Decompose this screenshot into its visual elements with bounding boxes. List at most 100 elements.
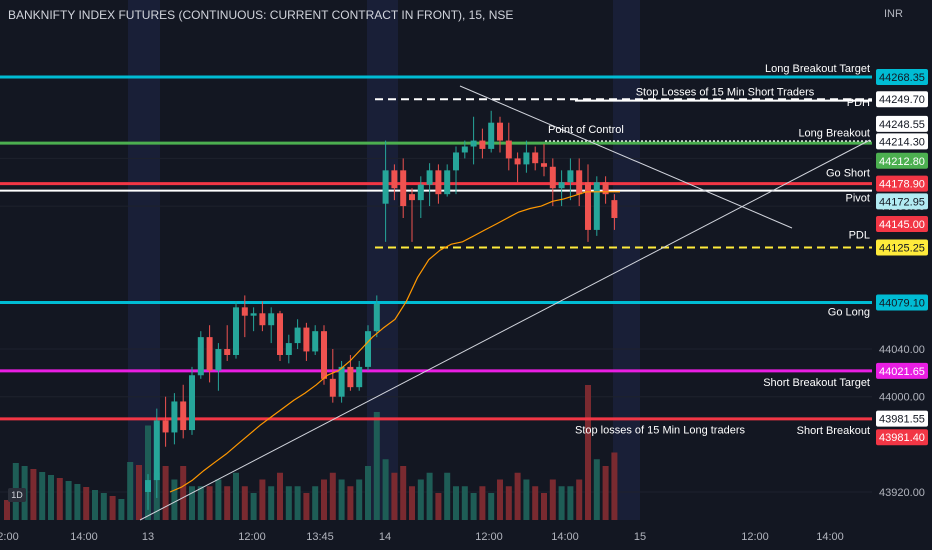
volume-bar	[329, 472, 336, 520]
volume-bar	[224, 486, 231, 520]
volume-bar	[488, 493, 495, 520]
volume-bar	[118, 499, 125, 520]
x-tick-label: 13	[142, 531, 154, 543]
x-tick-label: 12:00	[741, 531, 769, 543]
candle-body	[189, 375, 195, 431]
candle-body	[417, 184, 424, 201]
volume-bar	[171, 479, 178, 520]
x-tick-label: 14:00	[551, 531, 579, 543]
level-annotation: Point of Control	[548, 124, 624, 136]
level-annotation: Go Long	[828, 306, 870, 318]
candle-body	[461, 146, 468, 153]
interval-badge[interactable]: 1D	[8, 488, 26, 502]
candle-body	[453, 152, 459, 171]
volume-bar	[576, 479, 583, 520]
candle-body	[373, 303, 380, 332]
x-tick-label: 15	[634, 531, 646, 543]
volume-bar	[109, 496, 116, 520]
currency-label: INR	[884, 8, 903, 20]
candle-body	[171, 401, 178, 433]
candle-body	[285, 343, 292, 355]
candle-body	[400, 170, 407, 207]
candle-body	[541, 163, 547, 167]
candle-body	[488, 122, 495, 149]
volume-bar	[294, 486, 301, 520]
candle-body	[523, 152, 530, 165]
volume-bar	[585, 385, 591, 520]
price-label-box	[876, 362, 928, 379]
price-label: 44145.00	[879, 219, 925, 231]
level-annotation: PDL	[849, 229, 870, 241]
price-label-box	[876, 239, 928, 256]
candle-body	[162, 420, 169, 433]
chart-title: BANKNIFTY INDEX FUTURES (CONTINUOUS: CUR…	[8, 8, 514, 22]
volume-bar	[514, 472, 521, 520]
level-annotation: Go Short	[826, 168, 870, 180]
candle-body	[224, 349, 231, 355]
candle-body	[470, 140, 477, 147]
price-label-box	[876, 133, 928, 150]
price-label: 44248.55	[879, 119, 925, 131]
candle-body	[365, 331, 371, 367]
level-annotation: Long Breakout Target	[765, 63, 870, 75]
x-tick-label: 12:00	[475, 531, 503, 543]
volume-bar	[92, 490, 98, 520]
candle-body	[611, 200, 618, 218]
volume-bar	[268, 486, 275, 520]
moving-average-line	[169, 191, 620, 493]
volume-bar	[127, 462, 134, 520]
volume-bar	[426, 472, 433, 520]
volume-bar	[347, 486, 354, 520]
candle-body	[426, 170, 433, 185]
volume-bar	[373, 412, 380, 520]
volume-bar	[470, 493, 477, 520]
volume-bar	[56, 478, 63, 520]
volume-bar	[391, 472, 398, 520]
y-tick-label: 44000.00	[879, 392, 925, 404]
candle-body	[206, 337, 213, 371]
volume-bar	[189, 486, 195, 520]
volume-bar	[83, 487, 90, 520]
candle-body	[505, 140, 512, 159]
level-annotation: Short Breakout	[797, 425, 870, 437]
price-label: 44212.80	[879, 156, 925, 168]
price-label: 43981.55	[879, 414, 925, 426]
candle-body	[321, 331, 327, 379]
volume-bar	[593, 459, 600, 520]
candle-body	[338, 366, 345, 397]
price-label-box	[876, 152, 928, 169]
candle-body	[145, 480, 151, 492]
price-label: 44079.10	[879, 297, 925, 309]
candle-body	[356, 366, 363, 388]
volume-bar	[365, 466, 371, 520]
candle-body	[382, 170, 389, 204]
volume-bar	[100, 493, 107, 520]
candle-body	[585, 182, 591, 230]
level-annotation: Short Breakout Target	[763, 377, 870, 389]
candle-body	[593, 182, 600, 230]
trend-line	[459, 85, 793, 229]
x-tick-label: 13:45	[306, 531, 334, 543]
price-label-box	[876, 115, 928, 132]
volume-bar	[567, 486, 574, 520]
price-label-box	[876, 175, 928, 192]
volume-bar	[48, 475, 54, 520]
price-label-box	[876, 429, 928, 446]
volume-bar	[215, 479, 222, 520]
volume-bar	[74, 484, 81, 520]
candle-body	[435, 170, 442, 195]
volume-bar	[136, 465, 142, 520]
volume-bar	[523, 479, 530, 520]
candle-body	[602, 182, 609, 195]
volume-bar	[197, 486, 204, 520]
volume-bar	[409, 486, 415, 520]
candle-body	[277, 313, 283, 355]
candle-body	[576, 170, 583, 195]
volume-bar	[285, 486, 292, 520]
trend-line	[139, 139, 871, 521]
candle-body	[497, 122, 503, 141]
price-label: 44214.30	[879, 136, 925, 148]
candle-body	[180, 401, 187, 431]
volume-bar	[206, 486, 213, 520]
